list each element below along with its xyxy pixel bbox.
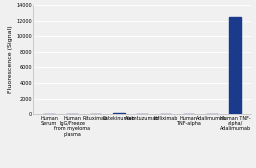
Bar	[113, 113, 125, 114]
Y-axis label: Fluorescence (Signal): Fluorescence (Signal)	[8, 26, 14, 93]
Bar	[229, 17, 241, 114]
